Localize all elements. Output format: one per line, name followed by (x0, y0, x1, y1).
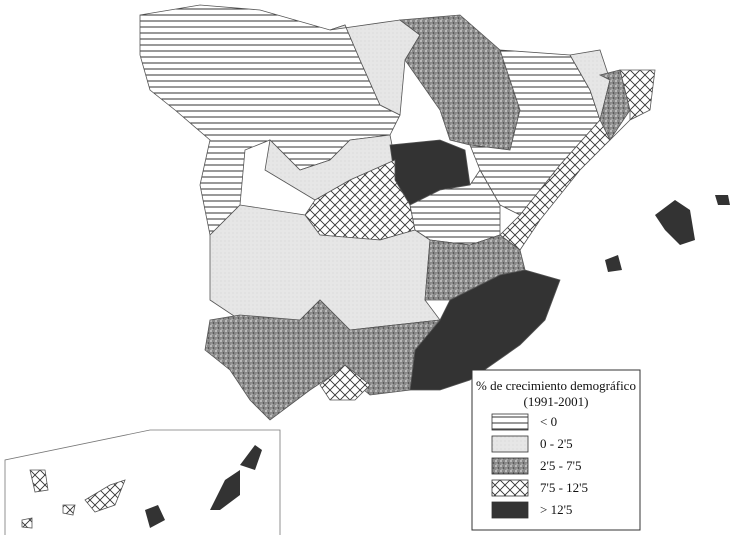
island (655, 200, 695, 245)
legend-subtitle: (1991-2001) (524, 394, 589, 409)
region (204, 299, 441, 421)
region (499, 119, 631, 251)
legend-swatch (491, 435, 529, 453)
island (715, 195, 730, 205)
island (240, 445, 262, 470)
island (145, 505, 165, 528)
legend-label: 0 - 2'5 (540, 436, 573, 451)
legend-swatch (491, 479, 529, 497)
region (319, 364, 371, 401)
island (21, 517, 33, 529)
island (84, 479, 126, 513)
legend-swatch (491, 413, 529, 431)
legend-label: < 0 (540, 414, 557, 429)
legend: % de crecimiento demográfico (1991-2001)… (471, 369, 641, 531)
island (605, 255, 622, 272)
legend-label: 2'5 - 7'5 (540, 458, 582, 473)
region (409, 269, 561, 391)
legend-swatch (491, 457, 529, 475)
island (210, 470, 240, 510)
legend-label: 7'5 - 12'5 (540, 480, 588, 495)
island (62, 504, 76, 516)
region (619, 69, 656, 121)
island (29, 469, 49, 493)
canary-inset (4, 429, 281, 535)
legend-label: > 12'5 (540, 502, 572, 517)
legend-title: % de crecimiento demográfico (476, 378, 636, 393)
legend-swatch (491, 501, 529, 519)
balearic-islands (605, 195, 730, 272)
peninsula (139, 4, 656, 421)
inset-frame (4, 429, 281, 535)
